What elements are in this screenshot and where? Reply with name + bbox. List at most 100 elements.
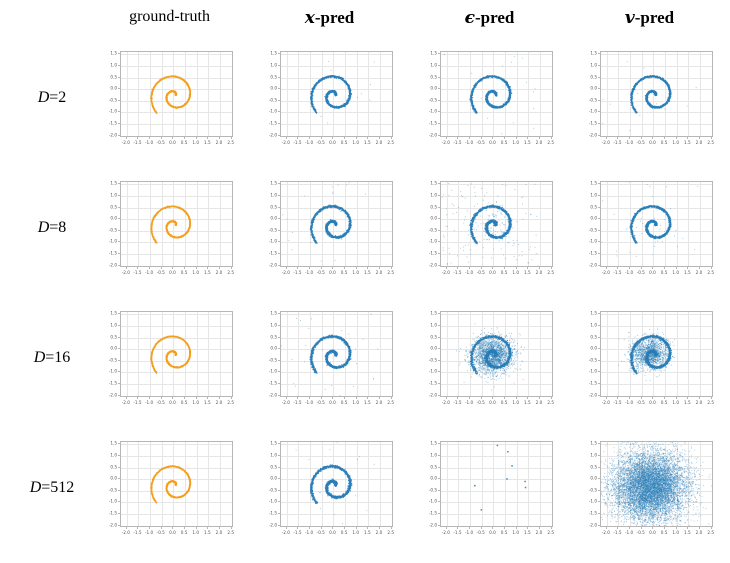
- gridline-vertical: [700, 312, 702, 396]
- row-label-value: 2: [58, 89, 66, 106]
- y-tickmark: [278, 64, 280, 66]
- x-tick-label: 0.0: [489, 270, 496, 275]
- x-tickmark: [125, 527, 127, 529]
- x-tick-label: 2.0: [216, 400, 223, 405]
- y-tick-label: -1.5: [583, 121, 597, 126]
- y-tick-label: -0.5: [583, 357, 597, 362]
- x-tick-label: 2.0: [696, 270, 703, 275]
- scatter-points: [617, 327, 676, 381]
- y-tickmark: [438, 206, 440, 208]
- gridline-vertical: [321, 182, 323, 266]
- y-tickmark: [118, 336, 120, 338]
- y-tickmark: [118, 183, 120, 185]
- panel-d8-ground-truth: -2.0 -1.5 -1.0 -0.5 0.0 0.5 1.0 1.5 2.0 2.5 1.5 1.0…: [103, 178, 236, 281]
- gridline-horizontal: [601, 360, 712, 362]
- x-tickmark: [469, 527, 471, 529]
- gridline-vertical: [391, 182, 392, 266]
- x-tick-label: 2.0: [376, 270, 383, 275]
- gridline-horizontal: [441, 525, 552, 526]
- gridline-vertical: [231, 312, 232, 396]
- y-tickmark: [438, 194, 440, 196]
- y-tick-label: -2.0: [423, 132, 437, 137]
- x-tick-label: 0.5: [661, 140, 668, 145]
- plot-area: [440, 181, 553, 267]
- x-tickmark: [137, 267, 139, 269]
- plot-area: [440, 51, 553, 137]
- gridline-horizontal: [441, 455, 552, 457]
- gridline-vertical: [606, 182, 608, 266]
- y-tickmark: [438, 123, 440, 125]
- x-tick-label: 1.5: [204, 400, 211, 405]
- x-tickmark: [617, 527, 619, 529]
- x-tickmark: [160, 527, 162, 529]
- x-tickmark: [640, 137, 642, 139]
- y-tickmark: [118, 194, 120, 196]
- x-tickmark: [207, 397, 209, 399]
- gridline-horizontal: [601, 195, 712, 197]
- x-tick-label: 1.5: [364, 270, 371, 275]
- y-tick-label: 1.5: [423, 181, 437, 186]
- x-tick-label: 0.0: [169, 530, 176, 535]
- column-header-x-pred: x-pred: [263, 8, 396, 28]
- x-tickmark: [367, 137, 369, 139]
- gridline-vertical: [391, 312, 392, 396]
- x-tick-label: 2.5: [227, 530, 234, 535]
- y-tick-label: 1.5: [103, 51, 117, 56]
- y-tickmark: [118, 313, 120, 315]
- y-tick-label: 0.5: [583, 464, 597, 469]
- x-tickmark: [160, 267, 162, 269]
- gridline-vertical: [185, 182, 187, 266]
- gridline-vertical: [345, 312, 347, 396]
- y-tickmark: [598, 64, 600, 66]
- y-tick-label: -0.5: [263, 357, 277, 362]
- x-tick-label: -2.0: [282, 270, 290, 275]
- gridline-vertical: [208, 442, 210, 526]
- panel-d8-eps-pred: -2.0 -1.5 -1.0 -0.5 0.0 0.5 1.0 1.5 2.0 2.5 1.5 1.0…: [423, 178, 556, 281]
- x-tick-label: 0.5: [501, 530, 508, 535]
- gridline-horizontal: [601, 265, 712, 266]
- plot-area: [120, 51, 233, 137]
- y-tickmark: [118, 264, 120, 266]
- x-tickmark: [184, 137, 186, 139]
- x-tickmark: [172, 137, 174, 139]
- y-tickmark: [278, 111, 280, 113]
- x-tickmark: [640, 267, 642, 269]
- gridline-horizontal: [441, 514, 552, 516]
- x-tickmark: [355, 267, 357, 269]
- y-tickmark: [118, 454, 120, 456]
- gridline-vertical: [356, 52, 358, 136]
- x-tickmark: [539, 267, 541, 269]
- gridline-vertical: [481, 182, 483, 266]
- x-tickmark: [367, 527, 369, 529]
- y-tickmark: [598, 466, 600, 468]
- y-tick-label: -2.0: [583, 132, 597, 137]
- gridline-horizontal: [441, 502, 552, 504]
- row-label-value: 16: [54, 349, 70, 366]
- x-tick-label: -0.5: [157, 140, 165, 145]
- gridline-horizontal: [281, 112, 392, 114]
- x-tick-label: 2.0: [536, 140, 543, 145]
- gridline-vertical: [286, 52, 288, 136]
- x-tick-label: 2.5: [707, 400, 714, 405]
- row-label-prefix: D: [34, 349, 46, 366]
- y-tickmark: [278, 513, 280, 515]
- row-label-d512: D=512: [8, 479, 96, 497]
- x-tickmark: [379, 397, 381, 399]
- x-tickmark: [230, 397, 232, 399]
- x-tick-label: -2.0: [282, 530, 290, 535]
- gridline-vertical: [220, 182, 222, 266]
- y-tickmark: [598, 478, 600, 480]
- y-tickmark: [598, 371, 600, 373]
- x-tickmark: [687, 267, 689, 269]
- y-tickmark: [118, 253, 120, 255]
- gridline-vertical: [310, 182, 312, 266]
- scatter-points: [601, 442, 712, 526]
- x-tick-label: 0.5: [501, 140, 508, 145]
- gridline-vertical: [505, 442, 507, 526]
- y-tickmark: [118, 206, 120, 208]
- y-tick-label: 1.0: [583, 452, 597, 457]
- x-tick-label: -2.0: [282, 140, 290, 145]
- x-tickmark: [504, 137, 506, 139]
- x-tickmark: [629, 397, 631, 399]
- x-tick-label: -2.0: [602, 270, 610, 275]
